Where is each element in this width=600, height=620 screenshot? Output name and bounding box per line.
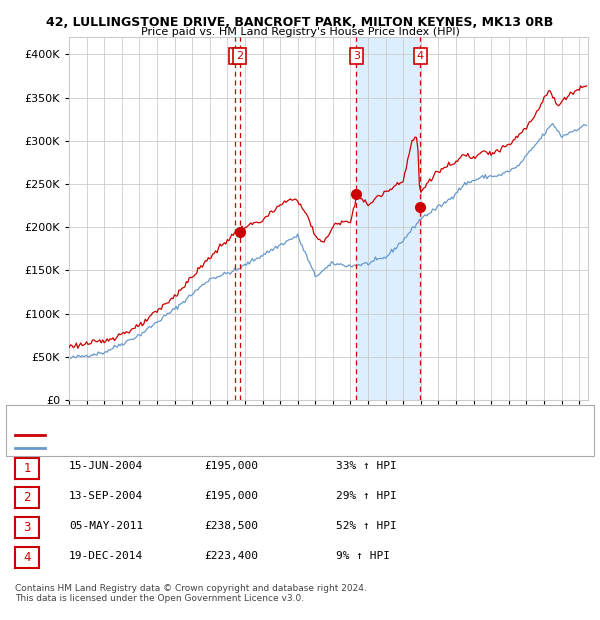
Text: 2: 2 xyxy=(23,492,31,504)
Text: £195,000: £195,000 xyxy=(204,461,258,471)
Text: £195,000: £195,000 xyxy=(204,491,258,501)
Bar xyxy=(356,37,421,400)
Text: 1: 1 xyxy=(232,51,239,61)
Text: 05-MAY-2011: 05-MAY-2011 xyxy=(69,521,143,531)
Text: 2: 2 xyxy=(236,51,244,61)
Text: 4: 4 xyxy=(23,551,31,564)
Text: 9% ↑ HPI: 9% ↑ HPI xyxy=(336,551,390,560)
Text: 33% ↑ HPI: 33% ↑ HPI xyxy=(336,461,397,471)
Text: 4: 4 xyxy=(417,51,424,61)
Text: Contains HM Land Registry data © Crown copyright and database right 2024.: Contains HM Land Registry data © Crown c… xyxy=(15,584,367,593)
Text: 15-JUN-2004: 15-JUN-2004 xyxy=(69,461,143,471)
Text: 29% ↑ HPI: 29% ↑ HPI xyxy=(336,491,397,501)
Text: 42, LULLINGSTONE DRIVE, BANCROFT PARK, MILTON KEYNES, MK13 0RB: 42, LULLINGSTONE DRIVE, BANCROFT PARK, M… xyxy=(46,16,554,29)
Text: £223,400: £223,400 xyxy=(204,551,258,560)
Text: Price paid vs. HM Land Registry's House Price Index (HPI): Price paid vs. HM Land Registry's House … xyxy=(140,27,460,37)
Text: 42, LULLINGSTONE DRIVE, BANCROFT PARK, MILTON KEYNES, MK13 0RB (semi-detached: 42, LULLINGSTONE DRIVE, BANCROFT PARK, M… xyxy=(49,430,482,440)
Text: 13-SEP-2004: 13-SEP-2004 xyxy=(69,491,143,501)
Text: 3: 3 xyxy=(353,51,360,61)
Text: 52% ↑ HPI: 52% ↑ HPI xyxy=(336,521,397,531)
Text: 1: 1 xyxy=(23,462,31,474)
Text: This data is licensed under the Open Government Licence v3.0.: This data is licensed under the Open Gov… xyxy=(15,593,304,603)
Text: 19-DEC-2014: 19-DEC-2014 xyxy=(69,551,143,560)
Text: HPI: Average price, semi-detached house, Milton Keynes: HPI: Average price, semi-detached house,… xyxy=(49,443,325,453)
Text: 3: 3 xyxy=(23,521,31,534)
Text: £238,500: £238,500 xyxy=(204,521,258,531)
